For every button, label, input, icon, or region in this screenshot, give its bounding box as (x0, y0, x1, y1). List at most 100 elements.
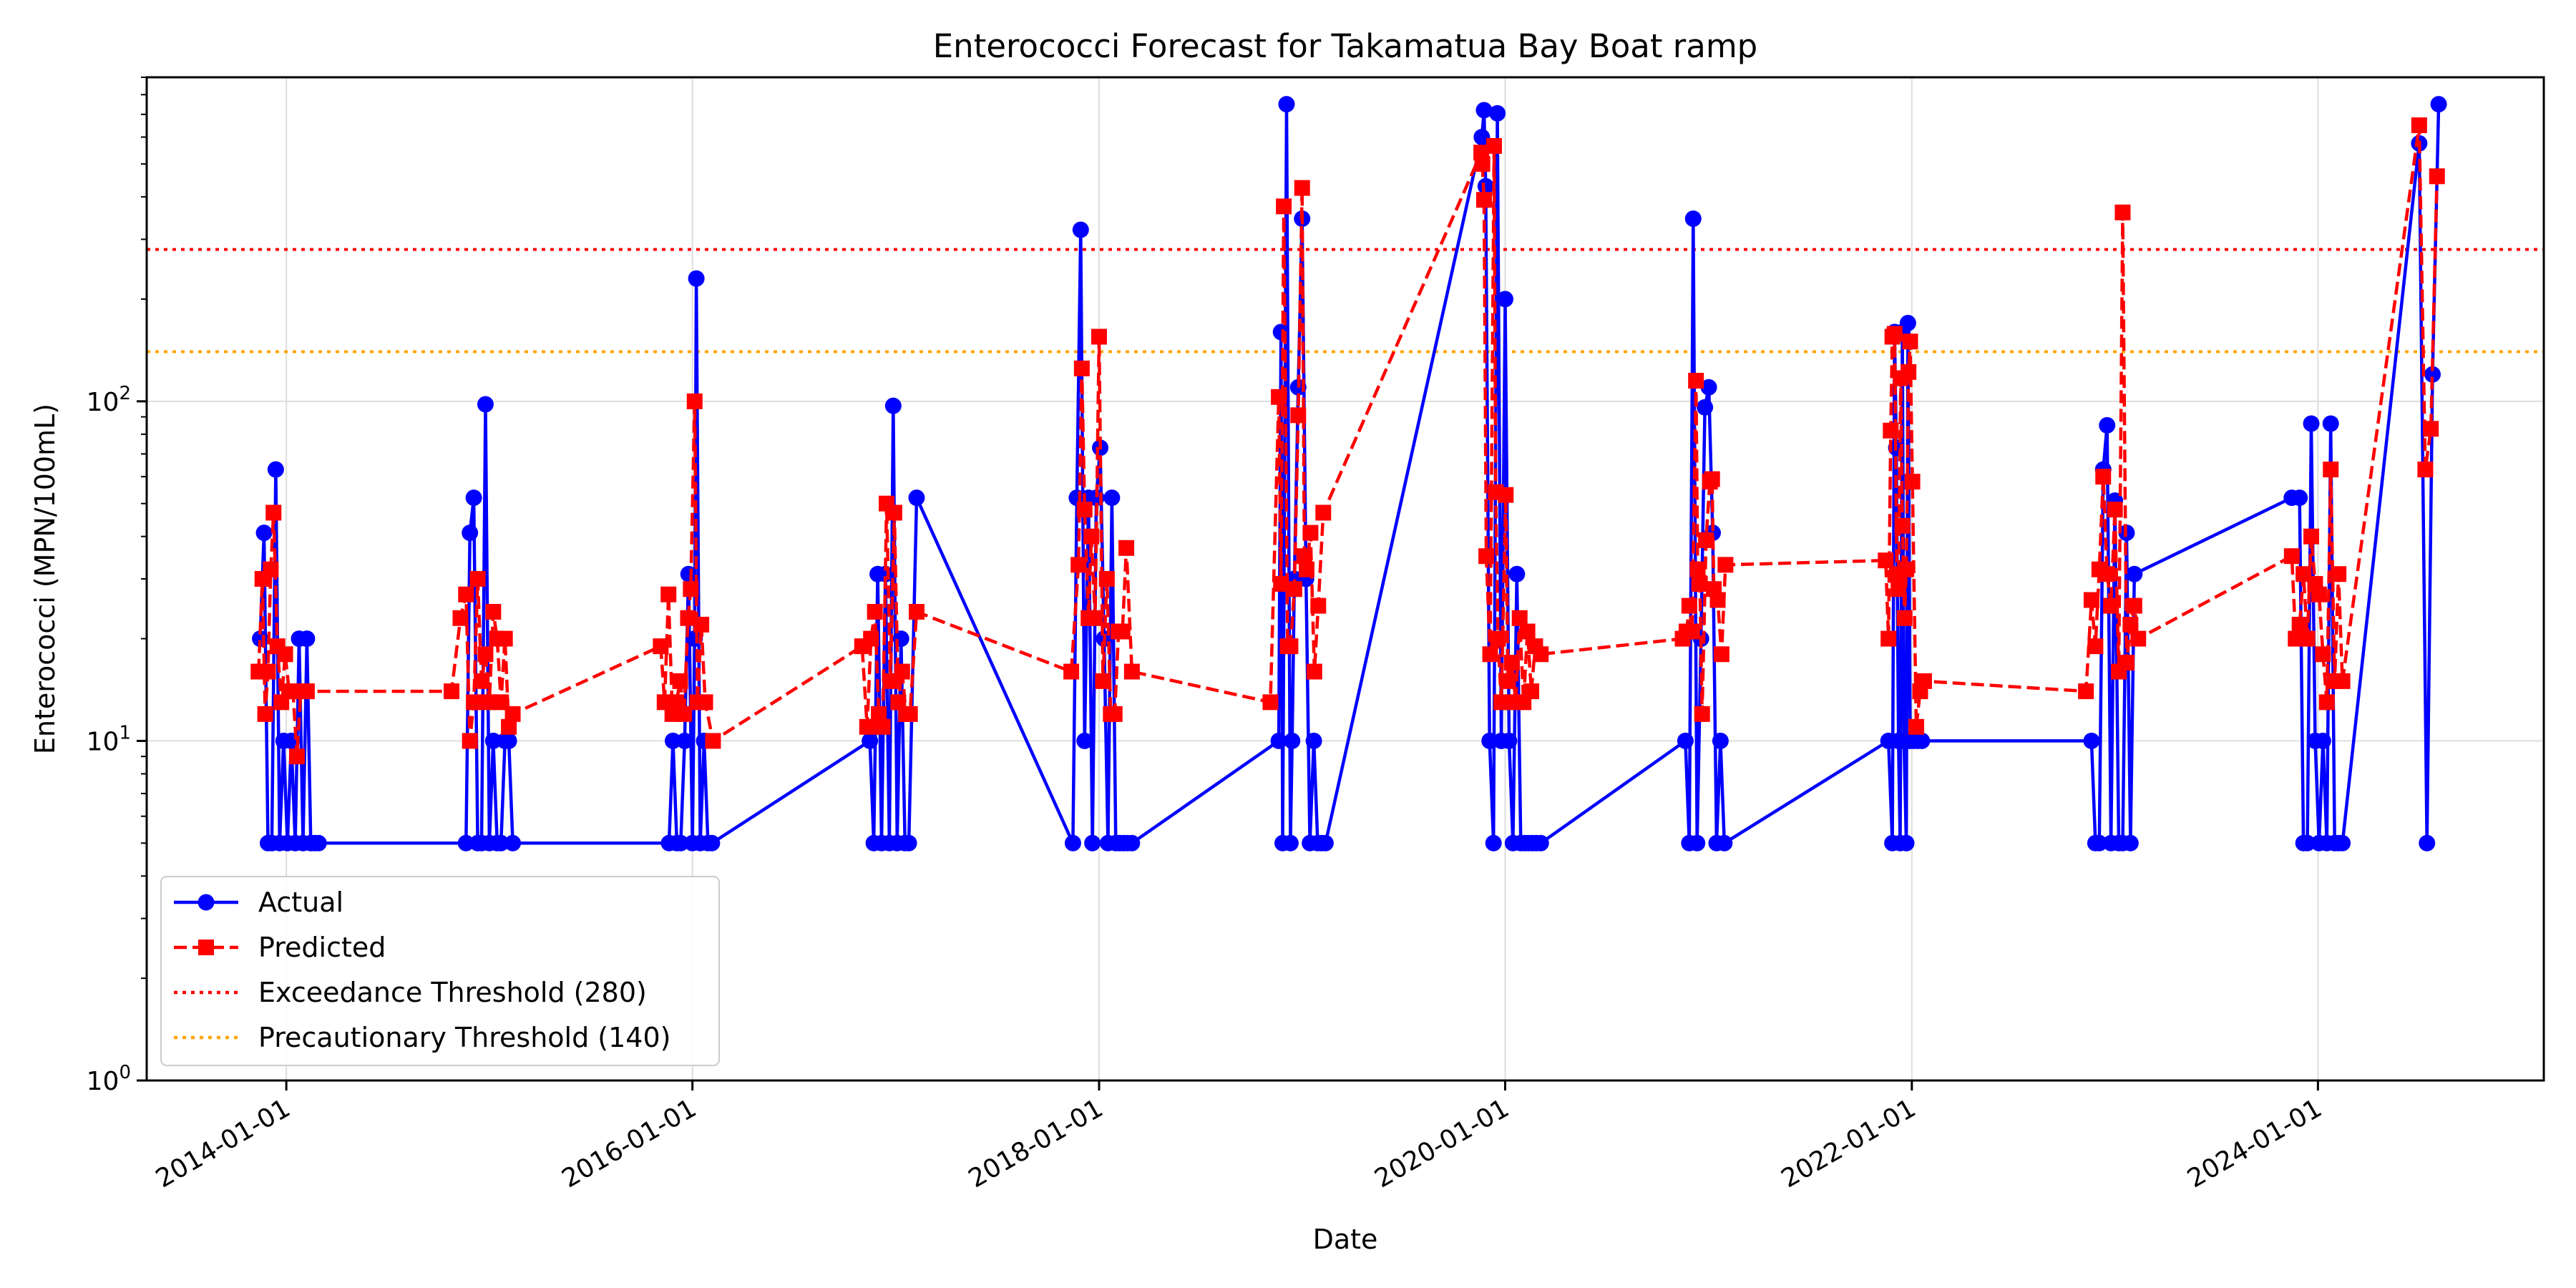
data-point (1302, 525, 1319, 541)
data-point (1519, 623, 1536, 640)
data-point (497, 630, 513, 647)
data-point (1523, 683, 1540, 700)
legend-marker (198, 940, 214, 955)
data-point (452, 610, 469, 626)
y-tick-label: 100 (87, 1062, 131, 1096)
data-point (2122, 834, 2139, 852)
data-point (1063, 663, 1080, 680)
data-point (1689, 561, 1706, 577)
data-point (688, 270, 705, 287)
data-point (2078, 683, 2094, 700)
data-point (2314, 732, 2331, 749)
data-point (1511, 610, 1528, 626)
data-point (1497, 291, 1514, 308)
data-point (902, 706, 918, 722)
data-point (1712, 732, 1729, 749)
data-point (867, 603, 883, 620)
data-point (1278, 96, 1295, 113)
data-point (672, 673, 688, 689)
data-point (1896, 610, 1913, 626)
data-point (1317, 834, 1334, 852)
data-point (874, 718, 891, 735)
data-point (886, 504, 902, 521)
data-point (504, 834, 522, 852)
data-point (1123, 834, 1141, 852)
data-point (1500, 673, 1516, 689)
data-point (2091, 834, 2108, 852)
data-point (1689, 834, 1706, 852)
legend: Actual Predicted Exceedance Threshold (280… (160, 876, 720, 1066)
data-point (676, 732, 693, 749)
data-point (705, 733, 721, 749)
y-tick-label: 101 (87, 722, 131, 756)
data-point (501, 718, 517, 735)
data-point (1310, 597, 1327, 614)
data-point (1282, 638, 1299, 655)
data-point (1485, 834, 1502, 852)
data-point (1106, 706, 1123, 722)
data-point (1899, 314, 1916, 331)
data-point (1076, 732, 1093, 749)
data-point (863, 630, 879, 647)
data-point (444, 683, 460, 700)
data-point (2083, 732, 2100, 749)
data-point (1898, 561, 1915, 577)
data-point (504, 706, 521, 722)
data-point (1898, 834, 1915, 852)
data-point (2126, 597, 2142, 614)
data-point (703, 834, 721, 852)
data-point (1286, 581, 1302, 597)
data-point (871, 706, 887, 722)
data-point (1694, 706, 1710, 722)
data-point (1883, 422, 1899, 439)
data-point (653, 638, 669, 655)
data-point (298, 683, 315, 700)
data-point (2299, 630, 2316, 647)
data-point (1290, 407, 1307, 424)
data-point (267, 461, 284, 478)
data-point (1315, 504, 1332, 521)
data-point (1103, 489, 1121, 507)
data-point (492, 834, 509, 852)
data-point (1482, 646, 1498, 663)
data-point (680, 565, 697, 582)
data-point (277, 646, 293, 663)
data-point (1880, 630, 1897, 647)
chart-title: Enterococci Forecast for Takamatua Bay B… (933, 27, 1758, 65)
data-point (1072, 221, 1089, 238)
data-point (477, 396, 494, 413)
data-point (1503, 655, 1520, 671)
data-point (2419, 834, 2436, 852)
data-point (1276, 198, 1292, 215)
data-point (2303, 528, 2320, 545)
data-point (2331, 566, 2347, 582)
data-point (1716, 834, 1733, 852)
data-point (1692, 575, 1708, 592)
data-point (1087, 610, 1103, 626)
data-point (2334, 673, 2351, 689)
data-point (1886, 326, 1903, 342)
data-point (1481, 732, 1498, 749)
data-point (1477, 177, 1494, 195)
data-point (1697, 399, 1714, 416)
data-point (683, 581, 699, 597)
data-point (2423, 421, 2439, 437)
data-point (2311, 586, 2327, 602)
data-point (1713, 646, 1729, 663)
data-point (288, 748, 305, 765)
data-point (2099, 416, 2116, 434)
data-point (1704, 471, 1720, 487)
x-axis-label: Date (1313, 1224, 1378, 1255)
data-point (1700, 379, 1717, 396)
data-point (255, 525, 273, 542)
data-point (260, 663, 276, 680)
data-point (680, 610, 696, 626)
data-point (1709, 592, 1726, 608)
data-point (466, 694, 482, 711)
data-point (1533, 646, 1549, 663)
data-point (672, 834, 689, 852)
data-point (1913, 732, 1931, 749)
data-point (1508, 565, 1526, 582)
data-point (664, 732, 681, 749)
data-point (2429, 168, 2445, 185)
